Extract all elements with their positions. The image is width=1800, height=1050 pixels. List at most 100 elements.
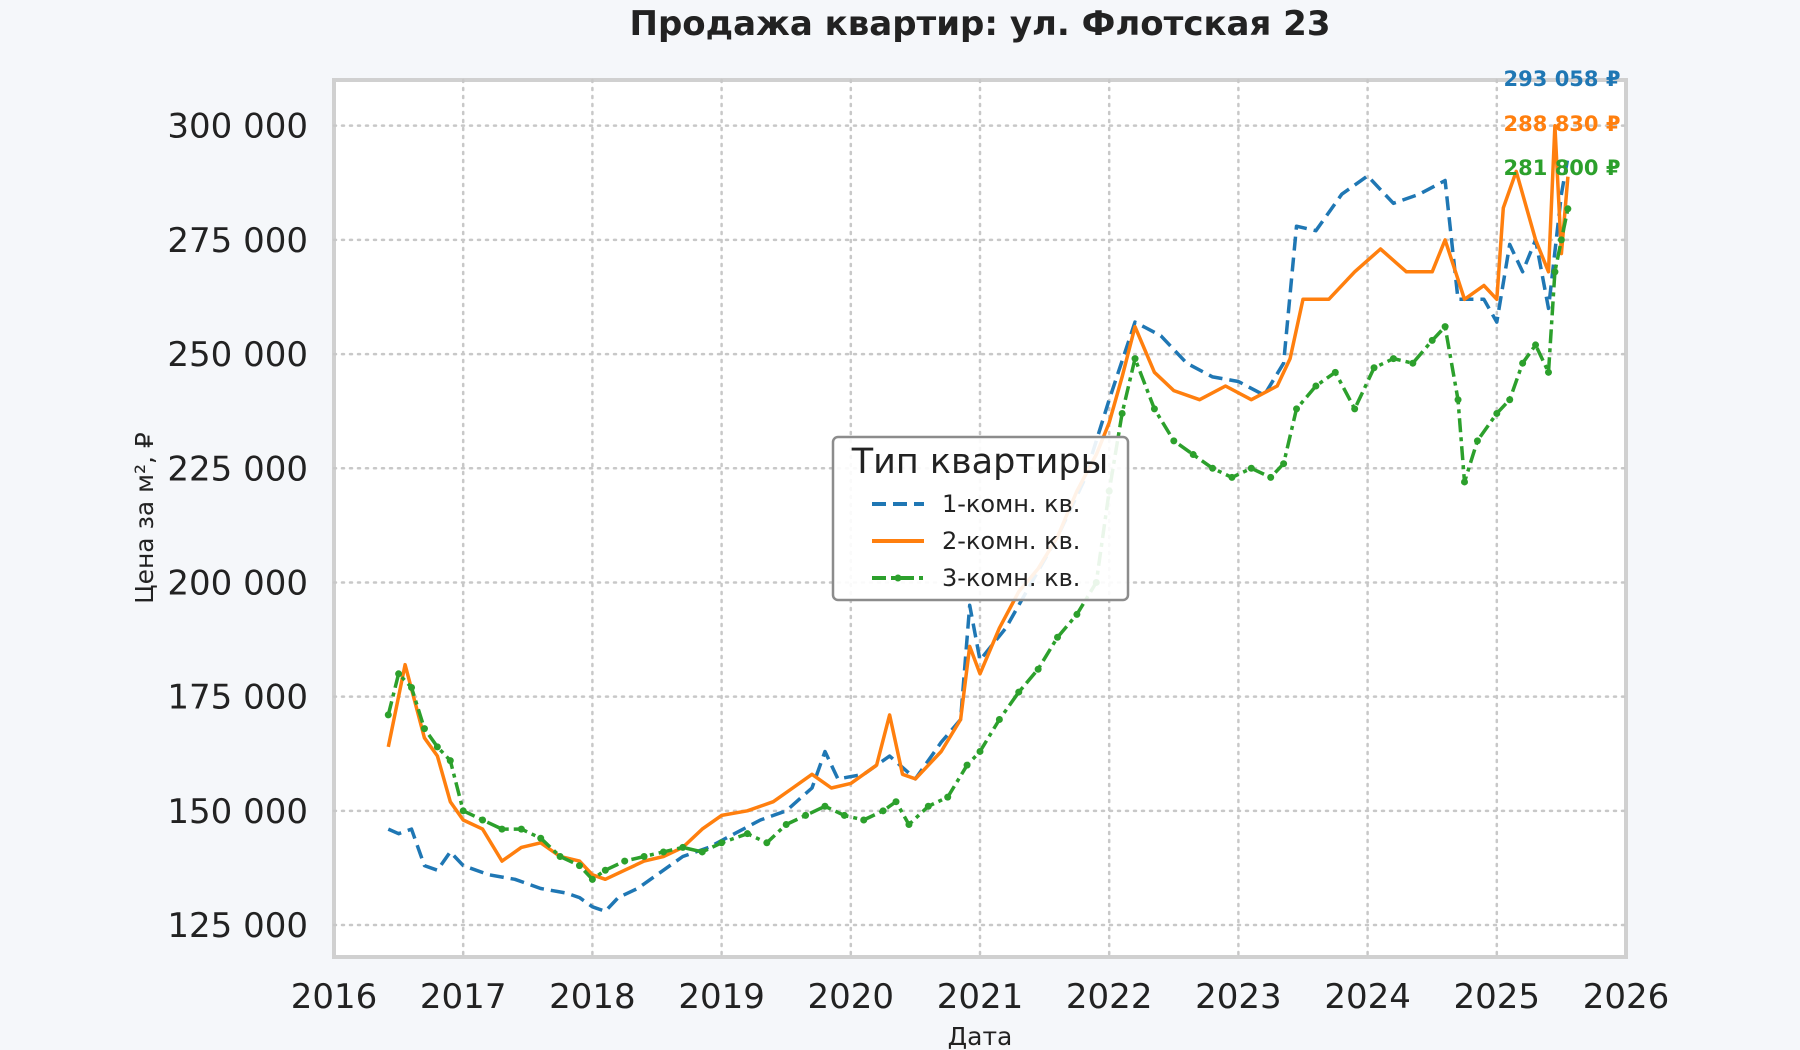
series-point-3 bbox=[905, 821, 913, 829]
series-point-3 bbox=[479, 816, 487, 824]
y-tick-label: 250 000 bbox=[167, 335, 308, 375]
y-axis-ticks: 125 000 150 000 175 000 200 000 225 000 250 0… bbox=[167, 107, 308, 946]
series-point-3 bbox=[995, 715, 1003, 723]
series-point-3 bbox=[718, 839, 726, 847]
series-point-3 bbox=[1428, 336, 1436, 344]
legend-title: Тип квартиры bbox=[851, 442, 1109, 482]
series-point-3 bbox=[1551, 268, 1559, 276]
x-tick-label: 2024 bbox=[1324, 977, 1411, 1017]
series-point-3 bbox=[976, 747, 984, 755]
y-tick-label: 200 000 bbox=[167, 563, 308, 603]
x-tick-label: 2026 bbox=[1583, 977, 1670, 1017]
series-point-3 bbox=[1228, 473, 1236, 481]
series-point-3 bbox=[1473, 437, 1481, 445]
y-tick-label: 275 000 bbox=[167, 221, 308, 261]
series-point-3 bbox=[1493, 409, 1501, 417]
series-point-3 bbox=[802, 811, 810, 819]
series-point-3 bbox=[821, 802, 829, 810]
legend-box bbox=[831, 435, 1130, 602]
end-value-label-1: 293 058 ₽ bbox=[1504, 67, 1621, 91]
series-point-3 bbox=[1532, 341, 1540, 349]
series-point-3 bbox=[1293, 405, 1301, 413]
series-point-3 bbox=[1409, 359, 1417, 367]
series-point-3 bbox=[1351, 405, 1359, 413]
x-tick-label: 2018 bbox=[549, 977, 636, 1017]
series-point-3 bbox=[588, 875, 596, 883]
x-axis-label: Дата bbox=[948, 1022, 1013, 1050]
series-point-3 bbox=[1034, 665, 1042, 673]
y-tick-label: 175 000 bbox=[167, 678, 308, 718]
series-point-3 bbox=[1280, 460, 1288, 468]
x-axis-ticks: 2016 2017 2018 2019 2020 2021 2022 2023 2024 2025… bbox=[291, 977, 1670, 1017]
series-line-1 bbox=[387, 157, 1570, 914]
series-point-3 bbox=[621, 857, 629, 865]
series-point-3 bbox=[924, 802, 932, 810]
series-point-3 bbox=[1441, 323, 1449, 331]
series-line-2 bbox=[386, 123, 1570, 882]
series-point-3 bbox=[1247, 464, 1255, 472]
x-tick-label: 2019 bbox=[678, 977, 765, 1017]
series-point-3 bbox=[1312, 382, 1320, 390]
x-tick-label: 2017 bbox=[420, 977, 507, 1017]
series-point-3 bbox=[1370, 364, 1378, 372]
end-value-label-2: 288 830 ₽ bbox=[1504, 112, 1621, 136]
series-point-3 bbox=[433, 743, 441, 751]
legend-swatch-marker bbox=[894, 574, 902, 582]
series-point-3 bbox=[640, 853, 648, 861]
series-point-3 bbox=[420, 725, 428, 733]
series-point-3 bbox=[659, 848, 667, 856]
end-labels: 293 058 ₽ 288 830 ₽ 281 800 ₽ bbox=[1504, 67, 1621, 180]
series-point-3 bbox=[1267, 473, 1275, 481]
legend-items: 1-комн. кв. 2-комн. кв. 3-комн. кв. bbox=[872, 490, 1080, 592]
y-axis-label: Цена за м², ₽ bbox=[130, 432, 159, 604]
series-point-3 bbox=[892, 798, 900, 806]
series-point-3 bbox=[1118, 409, 1126, 417]
series-point-3 bbox=[1564, 205, 1572, 213]
series-point-3 bbox=[698, 848, 706, 856]
x-tick-label: 2023 bbox=[1195, 977, 1282, 1017]
x-tick-label: 2020 bbox=[808, 977, 895, 1017]
series-point-3 bbox=[1454, 396, 1462, 404]
series-point-3 bbox=[1073, 610, 1081, 618]
y-tick-label: 125 000 bbox=[167, 906, 308, 946]
series-point-3 bbox=[1170, 437, 1178, 445]
series-point-3 bbox=[601, 866, 609, 874]
series-point-3 bbox=[1189, 451, 1197, 459]
series-point-3 bbox=[1544, 368, 1552, 376]
series-point-3 bbox=[743, 830, 751, 838]
legend-label-1: 1-комн. кв. bbox=[942, 490, 1080, 518]
series-point-3 bbox=[1461, 478, 1468, 486]
legend-label-2: 2-комн. кв. bbox=[942, 527, 1080, 555]
series-point-3 bbox=[1054, 633, 1062, 641]
x-tick-label: 2022 bbox=[1066, 977, 1153, 1017]
series-point-3 bbox=[384, 711, 392, 719]
series-point-3 bbox=[446, 757, 454, 765]
series-point-3 bbox=[1557, 236, 1565, 244]
series-point-3 bbox=[1131, 355, 1139, 363]
grid bbox=[332, 78, 1628, 959]
x-tick-label: 2016 bbox=[291, 977, 378, 1017]
series-point-3 bbox=[575, 862, 583, 870]
series-point-3 bbox=[1389, 355, 1397, 363]
y-tick-label: 225 000 bbox=[167, 449, 308, 489]
x-tick-label: 2021 bbox=[937, 977, 1024, 1017]
series-point-3 bbox=[1209, 464, 1217, 472]
series-point-3 bbox=[679, 843, 687, 851]
series-point-3 bbox=[537, 834, 545, 842]
chart-title: Продажа квартир: ул. Флотская 23 bbox=[629, 4, 1330, 44]
series-point-3 bbox=[963, 761, 971, 769]
series-point-3 bbox=[1015, 688, 1023, 696]
series-point-3 bbox=[1150, 405, 1158, 413]
series-point-3 bbox=[879, 807, 887, 815]
legend-label-3: 3-комн. кв. bbox=[942, 564, 1080, 592]
end-value-label-3: 281 800 ₽ bbox=[1504, 156, 1621, 180]
y-tick-label: 150 000 bbox=[167, 792, 308, 832]
legend: Тип квартиры 1-комн. кв. 2-комн. кв. 3-ком… bbox=[831, 435, 1130, 602]
series-point-3 bbox=[782, 821, 790, 829]
series-point-3 bbox=[408, 684, 416, 692]
series-point-3 bbox=[860, 816, 868, 824]
series-point-3 bbox=[517, 825, 525, 833]
series-layer bbox=[384, 123, 1572, 914]
series-point-3 bbox=[498, 825, 506, 833]
